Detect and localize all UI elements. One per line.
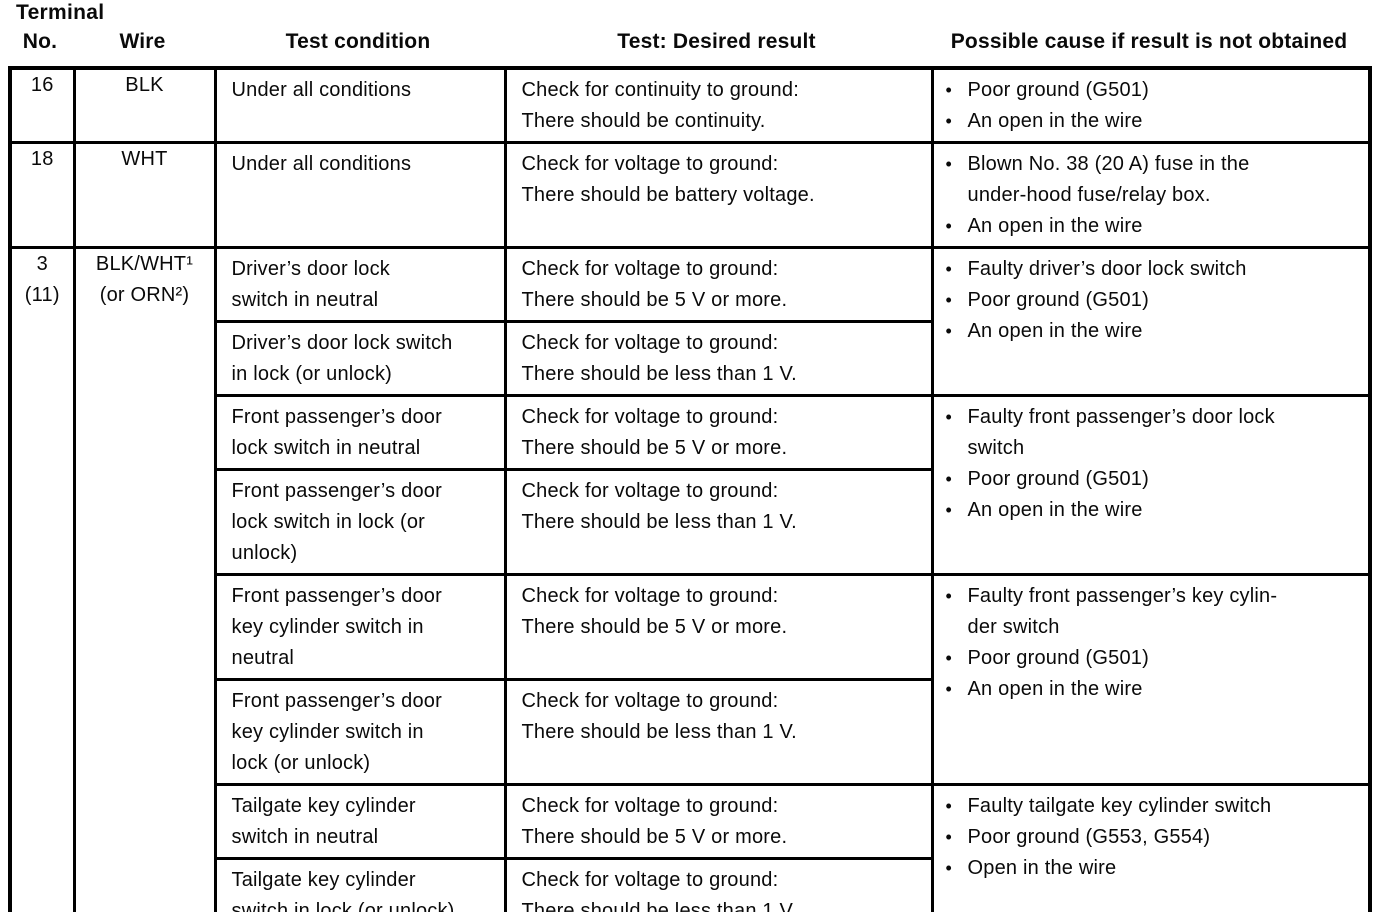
- cell-test-result: Check for voltage to ground: There shoul…: [503, 320, 934, 397]
- table-row: Tailgate key cylinder switch in lock (or…: [10, 857, 1370, 912]
- cell-test-result: Check for voltage to ground: There shoul…: [503, 246, 934, 323]
- table-row: Front passenger’s door key cylinder swit…: [10, 573, 1372, 786]
- cause-item: Poor ground (G553, G554): [946, 822, 1363, 853]
- cause-item: Blown No. 38 (20 A) fuse in the under-ho…: [946, 149, 1363, 211]
- cell-test-condition: Tailgate key cylinder switch in neutral: [213, 783, 507, 860]
- cell-test-result: Check for voltage to ground: There shoul…: [503, 394, 934, 471]
- table-row: 3 (11) BLK/WHT¹ (or ORN²) Driver’s door …: [8, 246, 1372, 912]
- cell-possible-cause: Faulty front passenger’s door lock switc…: [930, 394, 1372, 576]
- cause-item: An open in the wire: [946, 106, 1363, 137]
- cell-possible-cause: Faulty driver’s door lock switch Poor gr…: [930, 246, 1372, 397]
- cell-possible-cause: Poor ground (G501) An open in the wire: [930, 66, 1372, 144]
- cell-test-condition: Front passenger’s door lock switch in ne…: [213, 394, 507, 471]
- cause-item: An open in the wire: [946, 211, 1363, 242]
- cause-item: An open in the wire: [946, 495, 1363, 526]
- cell-test-result: Check for continuity to ground: There sh…: [503, 66, 934, 144]
- cause-item: Open in the wire: [946, 853, 1363, 884]
- table-row: Front passenger’s door key cylinder swit…: [10, 678, 1370, 786]
- cell-test-condition: Under all conditions: [213, 141, 507, 249]
- cell-test-result: Check for voltage to ground: There shoul…: [503, 783, 934, 860]
- column-header-possible-cause: Possible cause if result is not obtained: [950, 30, 1348, 53]
- table-row: Front passenger’s door lock switch in ne…: [10, 394, 1372, 576]
- table-row: Driver’s door lock switch in lock (or un…: [10, 320, 1370, 397]
- cell-test-condition: Driver’s door lock switch in lock (or un…: [213, 320, 507, 397]
- cell-test-result: Check for voltage to ground: There shoul…: [503, 857, 934, 912]
- cell-possible-cause: Faulty tailgate key cylinder switch Poor…: [930, 783, 1372, 912]
- column-header-wire: Wire: [119, 30, 166, 53]
- table-header-area: Terminal No. Wire Test condition Test: D…: [0, 0, 1392, 66]
- table-row: 16 BLK Under all conditions Check for co…: [8, 66, 1372, 144]
- table-row: Tailgate key cylinder switch in neutral …: [10, 783, 1372, 912]
- terminal-test-table: 16 BLK Under all conditions Check for co…: [8, 66, 1372, 912]
- column-header-test-result: Test: Desired result: [617, 30, 816, 53]
- cell-wire: WHT: [72, 141, 217, 249]
- cause-item: An open in the wire: [946, 316, 1363, 347]
- cell-test-condition: Tailgate key cylinder switch in lock (or…: [213, 857, 507, 912]
- cell-possible-cause: Blown No. 38 (20 A) fuse in the under-ho…: [930, 141, 1372, 249]
- cell-test-condition: Under all conditions: [213, 66, 507, 144]
- cell-test-result: Check for voltage to ground: There shoul…: [503, 678, 934, 786]
- cause-item: Poor ground (G501): [946, 75, 1363, 106]
- cell-test-result: Check for voltage to ground: There shoul…: [503, 573, 934, 681]
- table-row: 18 WHT Under all conditions Check for vo…: [8, 141, 1372, 249]
- table-row: Front passenger’s door lock switch in lo…: [10, 468, 1370, 576]
- cell-test-condition: Driver’s door lock switch in neutral: [213, 246, 507, 323]
- cell-terminal-no: 16: [8, 66, 76, 144]
- cause-item: An open in the wire: [946, 674, 1363, 705]
- cell-terminal-no: 3 (11): [8, 246, 76, 912]
- cause-item: Faulty driver’s door lock switch: [946, 254, 1363, 285]
- terminal-label: Terminal: [16, 1, 105, 24]
- cause-item: Poor ground (G501): [946, 285, 1363, 316]
- cause-item: Faulty tailgate key cylinder switch: [946, 791, 1363, 822]
- cell-wire: BLK/WHT¹ (or ORN²): [72, 246, 217, 912]
- cause-item: Faulty front passenger’s door lock switc…: [946, 402, 1363, 464]
- column-header-no: No.: [22, 30, 58, 53]
- column-headers: No. Wire Test condition Test: Desired re…: [8, 30, 1368, 54]
- cell-terminal-no: 18: [8, 141, 76, 249]
- cell-test-condition: Front passenger’s door lock switch in lo…: [213, 468, 507, 576]
- cell-test-result: Check for voltage to ground: There shoul…: [503, 141, 934, 249]
- cell-test-result: Check for voltage to ground: There shoul…: [503, 468, 934, 576]
- cell-test-condition: Front passenger’s door key cylinder swit…: [213, 678, 507, 786]
- cause-item: Faulty front passenger’s key cylin- der …: [946, 581, 1363, 643]
- cause-item: Poor ground (G501): [946, 643, 1363, 674]
- cell-wire: BLK: [72, 66, 217, 144]
- cell-possible-cause: Faulty front passenger’s key cylin- der …: [930, 573, 1372, 786]
- cell-test-condition: Front passenger’s door key cylinder swit…: [213, 573, 507, 681]
- column-header-test-condition: Test condition: [285, 30, 431, 53]
- cause-item: Poor ground (G501): [946, 464, 1363, 495]
